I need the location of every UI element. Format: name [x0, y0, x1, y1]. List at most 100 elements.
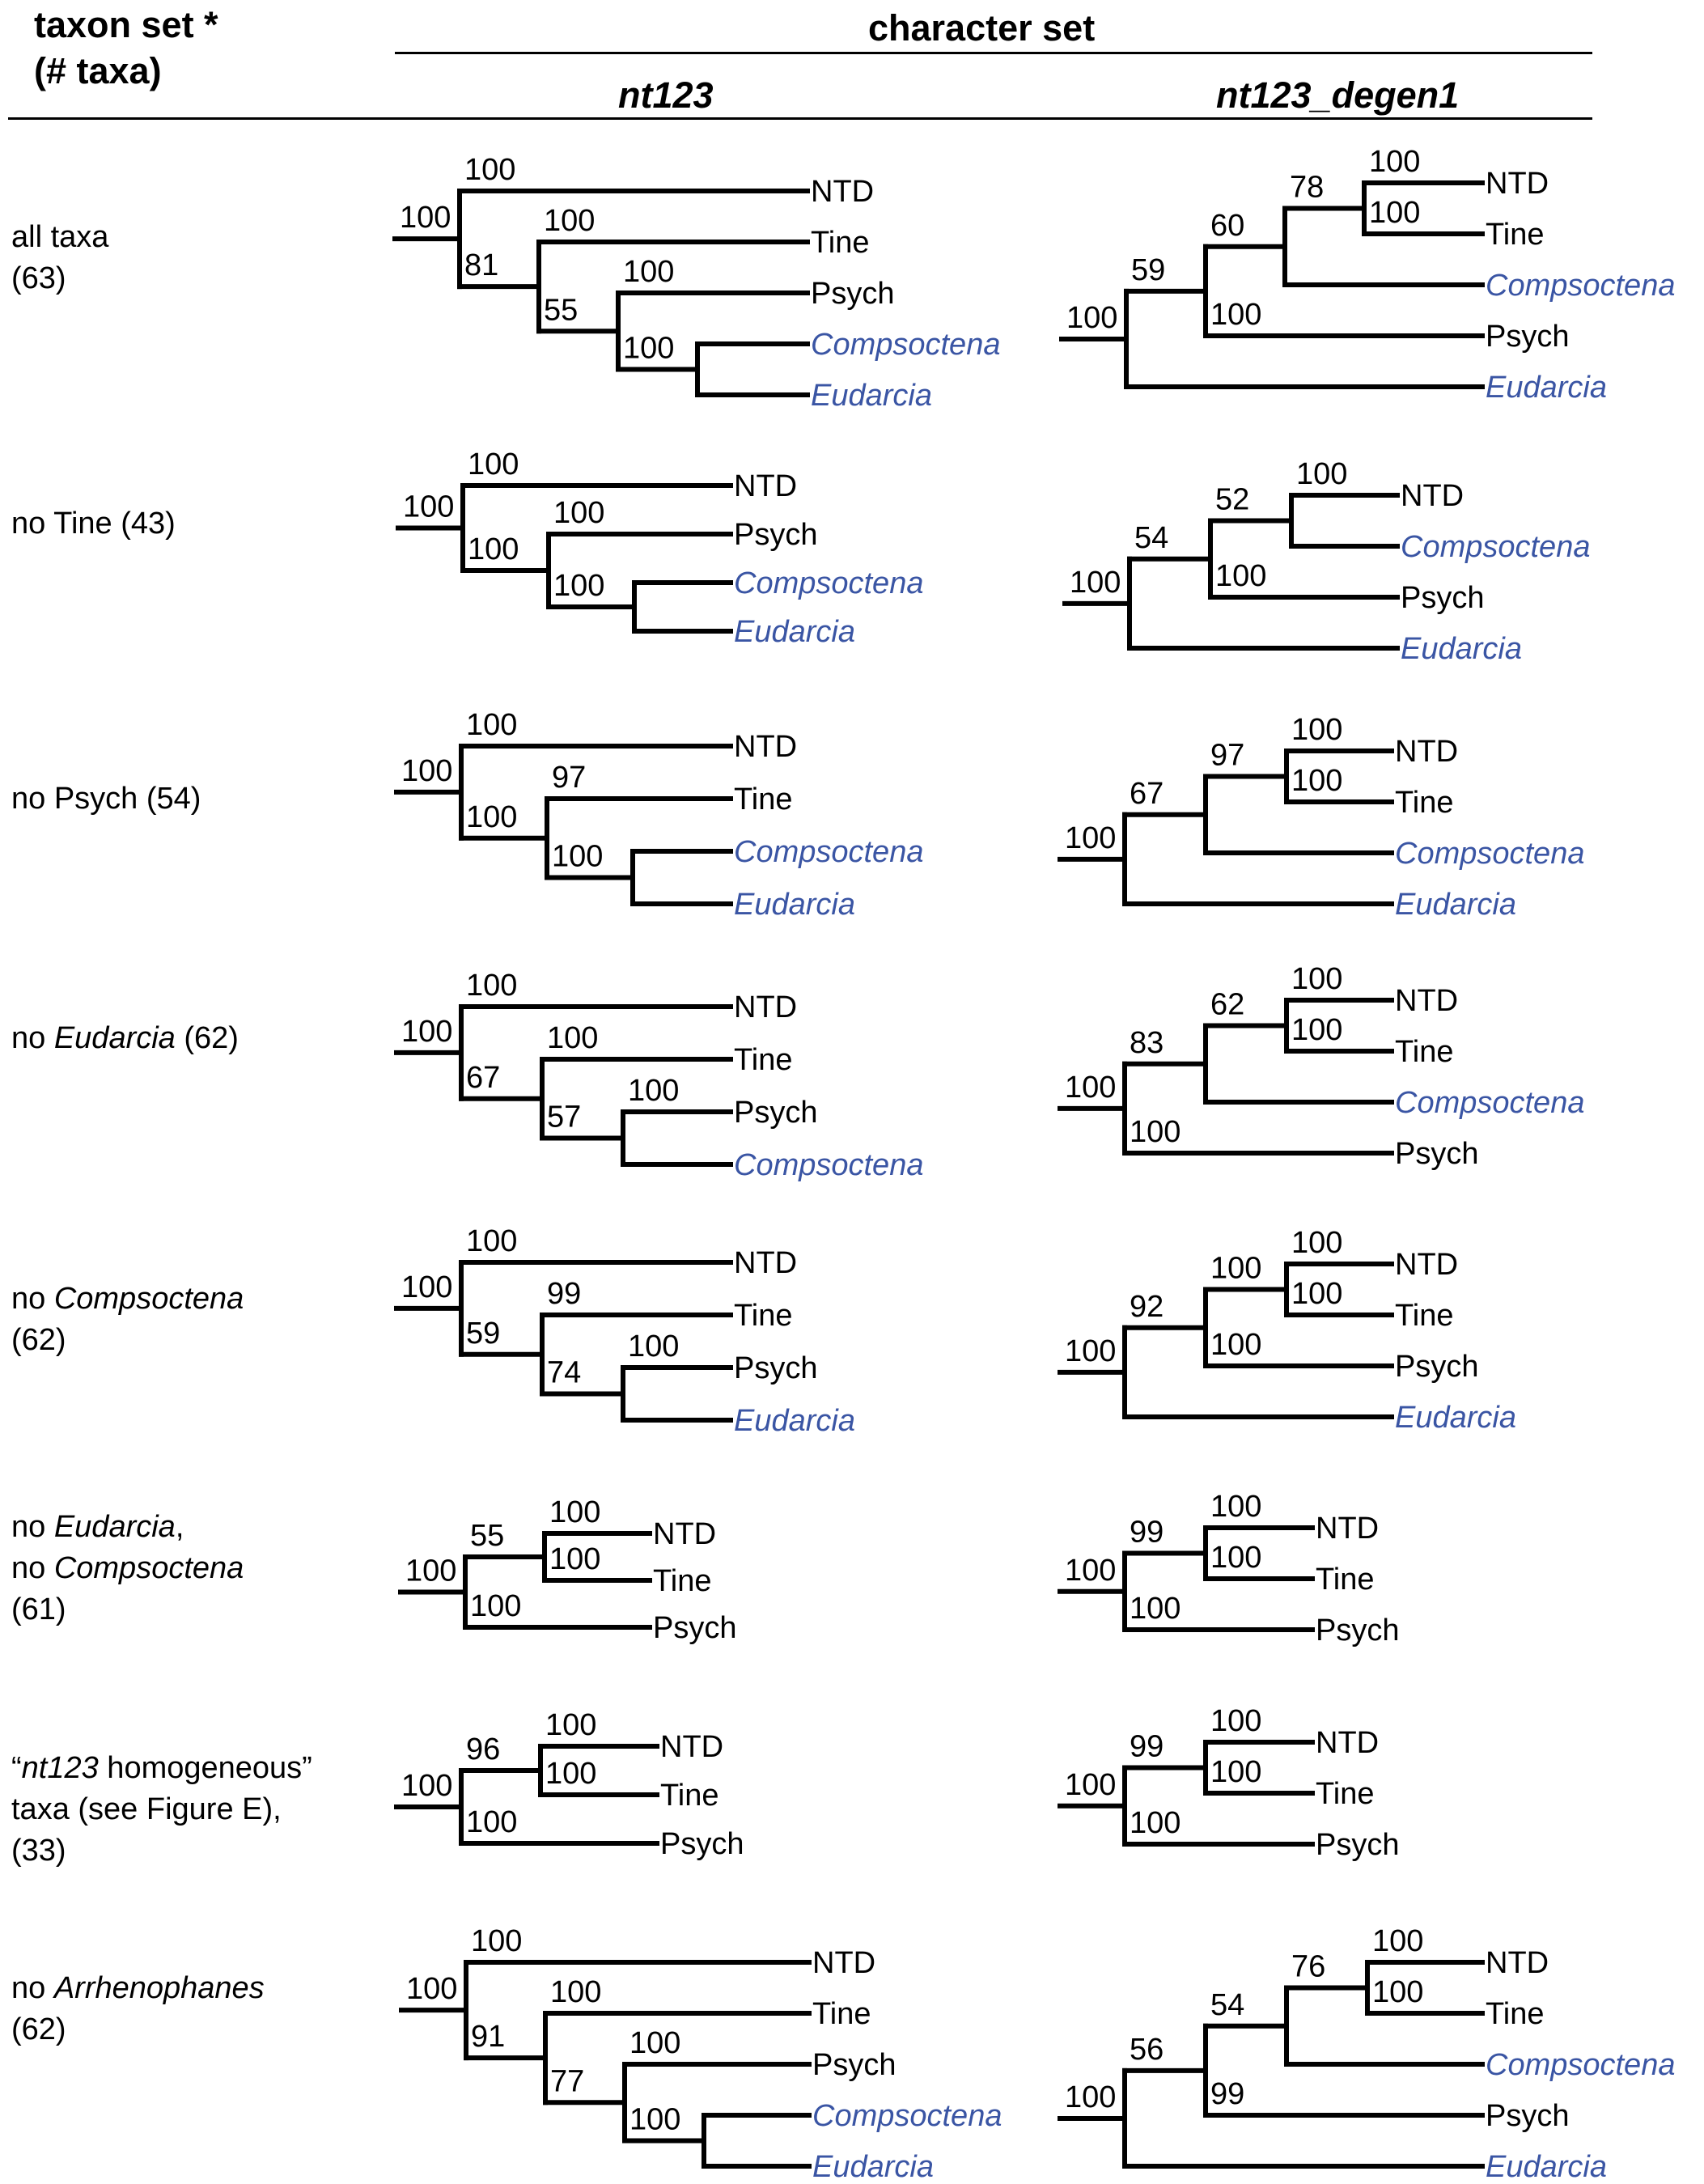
- tree-row7-nt123-degen1: 100 99 100 NTD 100 Tine 100 Psych: [1058, 1704, 1399, 1862]
- r4-nt123-tip-psych: Psych: [734, 1096, 817, 1130]
- row-label-text: homogeneous”: [98, 1751, 312, 1785]
- r2-degen1-tip-ntd: NTD: [1401, 479, 1464, 513]
- tree-row5-nt123-degen1: 100 92 100 100 NTD 100 Tine 100 Psych Eudarcia: [1058, 1226, 1516, 1435]
- r3-nt123-support-1: 100: [466, 800, 517, 834]
- row-label-line: no Compsoctena: [11, 1548, 244, 1589]
- r6-nt123-support-root: 100: [405, 1554, 456, 1588]
- r7-nt123-support-3: 100: [466, 1805, 517, 1839]
- row-label-line: (61): [11, 1589, 244, 1631]
- tree-row3-nt123-degen1: 100 67 97 100 NTD 100 Tine Compsoctena Eudarcia: [1058, 713, 1584, 922]
- r6-degen1-support-0: 99: [1130, 1516, 1164, 1550]
- r1-degen1-tip-compsoctena: Compsoctena: [1486, 269, 1675, 303]
- r6-degen1-tip-ntd: NTD: [1316, 1512, 1379, 1546]
- r8-nt123-tip-ntd: NTD: [812, 1946, 875, 1980]
- r8-nt123-support-root: 100: [406, 1972, 457, 2006]
- r6-nt123-tip-psych: Psych: [653, 1611, 736, 1645]
- row-label-text: no: [11, 1282, 54, 1316]
- r8-nt123-tip-psych: Psych: [812, 2048, 896, 2082]
- r5-degen1-tip-tine: Tine: [1395, 1299, 1454, 1333]
- r4-nt123-tip-compsoctena: Compsoctena: [734, 1148, 923, 1182]
- r1-degen1-tip-psych: Psych: [1486, 320, 1569, 354]
- r4-nt123-support-3: 57: [547, 1100, 581, 1134]
- row-label-text: no: [11, 1551, 54, 1585]
- r8-degen1-support-4: 100: [1372, 1975, 1423, 2009]
- r4-nt123-tip-tine: Tine: [734, 1043, 793, 1077]
- r3-degen1-support-root: 100: [1065, 821, 1116, 855]
- r6-nt123-tip-ntd: NTD: [653, 1517, 716, 1551]
- row-label-text: (62): [175, 1021, 239, 1055]
- r4-nt123-support-4: 100: [628, 1074, 679, 1108]
- r2-degen1-tip-eudarcia: Eudarcia: [1401, 632, 1522, 666]
- row-label-text: no Tine (43): [11, 507, 176, 541]
- r1-degen1-support-2: 78: [1290, 171, 1324, 205]
- r4-degen1-support-1: 62: [1210, 988, 1244, 1022]
- row-label-line: (33): [11, 1830, 312, 1872]
- r1-degen1-support-root: 100: [1066, 301, 1117, 335]
- r1-degen1-support-4: 100: [1369, 196, 1420, 230]
- r4-degen1-support-0: 83: [1130, 1026, 1164, 1060]
- r5-degen1-support-1: 100: [1210, 1252, 1261, 1286]
- r4-degen1-tip-tine: Tine: [1395, 1035, 1454, 1069]
- r3-nt123-tip-eudarcia: Eudarcia: [734, 888, 855, 922]
- tree-row4-nt123: 100 100 NTD 67 100 Tine 57 100 Psych Compsoctena: [394, 969, 923, 1182]
- row-label-text: (62): [11, 1323, 66, 1357]
- row-label-text: (61): [11, 1592, 66, 1626]
- r8-nt123-support-3: 77: [550, 2064, 584, 2098]
- row-label-text: “: [11, 1751, 22, 1785]
- row-label-text: taxa (see Figure E),: [11, 1792, 282, 1826]
- r3-nt123-support-0: 100: [466, 708, 517, 742]
- r5-degen1-tip-ntd: NTD: [1395, 1248, 1458, 1282]
- r3-degen1-support-3: 100: [1291, 764, 1342, 798]
- row-label-text: ,: [175, 1510, 184, 1544]
- row-label-text: nt123: [21, 1751, 99, 1785]
- r3-degen1-tip-compsoctena: Compsoctena: [1395, 837, 1584, 871]
- r8-nt123-tip-compsoctena: Compsoctena: [812, 2099, 1002, 2133]
- r3-degen1-tip-tine: Tine: [1395, 786, 1454, 820]
- tree-row1-nt123-degen1: 100 59 60 78 100 NTD 100 Tine Compsoctena 100 Psyc…: [1059, 145, 1675, 405]
- r3-nt123-support-2: 97: [552, 761, 586, 795]
- r7-degen1-support-2: 100: [1210, 1755, 1261, 1789]
- r8-degen1-tip-psych: Psych: [1486, 2099, 1569, 2133]
- r7-nt123-tip-psych: Psych: [660, 1827, 744, 1861]
- r8-degen1-support-3: 100: [1372, 1924, 1423, 1958]
- r8-nt123-tip-tine: Tine: [812, 1997, 871, 2031]
- row-label-text: no: [11, 1021, 54, 1055]
- row-label-text: Eudarcia: [53, 1021, 176, 1055]
- r1-nt123-support-1: 81: [464, 248, 498, 282]
- row-label-text: (62): [11, 2012, 66, 2046]
- tree-row8-nt123: 100 100 NTD 91 100 Tine 77 100 Psych 100 Compsocte…: [399, 1924, 1002, 2184]
- r3-degen1-tip-eudarcia: Eudarcia: [1395, 888, 1516, 922]
- r7-degen1-tip-tine: Tine: [1316, 1777, 1375, 1811]
- row-label-text: no: [11, 1510, 54, 1544]
- r2-degen1-support-4: 100: [1215, 559, 1266, 593]
- r7-nt123-tip-tine: Tine: [660, 1779, 719, 1813]
- r8-nt123-support-0: 100: [471, 1924, 522, 1958]
- r1-nt123-tip-psych: Psych: [811, 277, 894, 311]
- r1-degen1-tip-ntd: NTD: [1486, 167, 1549, 201]
- r1-nt123-tip-compsoctena: Compsoctena: [811, 328, 1000, 362]
- r1-degen1-support-6: 100: [1210, 298, 1261, 332]
- row-label-text: (63): [11, 261, 66, 295]
- row-label-6: no Eudarcia, no Compsoctena (61): [11, 1507, 244, 1631]
- r4-degen1-support-3: 100: [1291, 1013, 1342, 1047]
- character-set-header: character set: [868, 7, 1096, 49]
- r6-degen1-support-3: 100: [1130, 1592, 1181, 1626]
- r3-nt123-tip-compsoctena: Compsoctena: [734, 835, 923, 869]
- r2-nt123-tip-ntd: NTD: [734, 469, 797, 503]
- row-label-text: no Psych (54): [11, 782, 201, 816]
- r8-nt123-tip-eudarcia: Eudarcia: [812, 2150, 934, 2184]
- r6-degen1-support-1: 100: [1210, 1490, 1261, 1524]
- r5-nt123-tip-tine: Tine: [734, 1299, 793, 1333]
- r7-nt123-tip-ntd: NTD: [660, 1730, 723, 1764]
- r3-degen1-support-0: 67: [1130, 777, 1164, 811]
- r3-nt123-tip-ntd: NTD: [734, 730, 797, 764]
- tree-row4-nt123-degen1: 100 83 62 100 NTD 100 Tine Compsoctena 100 Psych: [1058, 962, 1584, 1171]
- r1-degen1-tip-eudarcia: Eudarcia: [1486, 371, 1607, 405]
- row-label-text: all taxa: [11, 220, 109, 254]
- r8-degen1-support-0: 56: [1130, 2033, 1164, 2067]
- r8-degen1-tip-eudarcia: Eudarcia: [1486, 2150, 1607, 2184]
- r5-nt123-tip-ntd: NTD: [734, 1246, 797, 1280]
- r5-nt123-tip-eudarcia: Eudarcia: [734, 1404, 855, 1438]
- tree-row6-nt123-degen1: 100 99 100 NTD 100 Tine 100 Psych: [1058, 1490, 1399, 1648]
- r5-degen1-tip-psych: Psych: [1395, 1350, 1478, 1384]
